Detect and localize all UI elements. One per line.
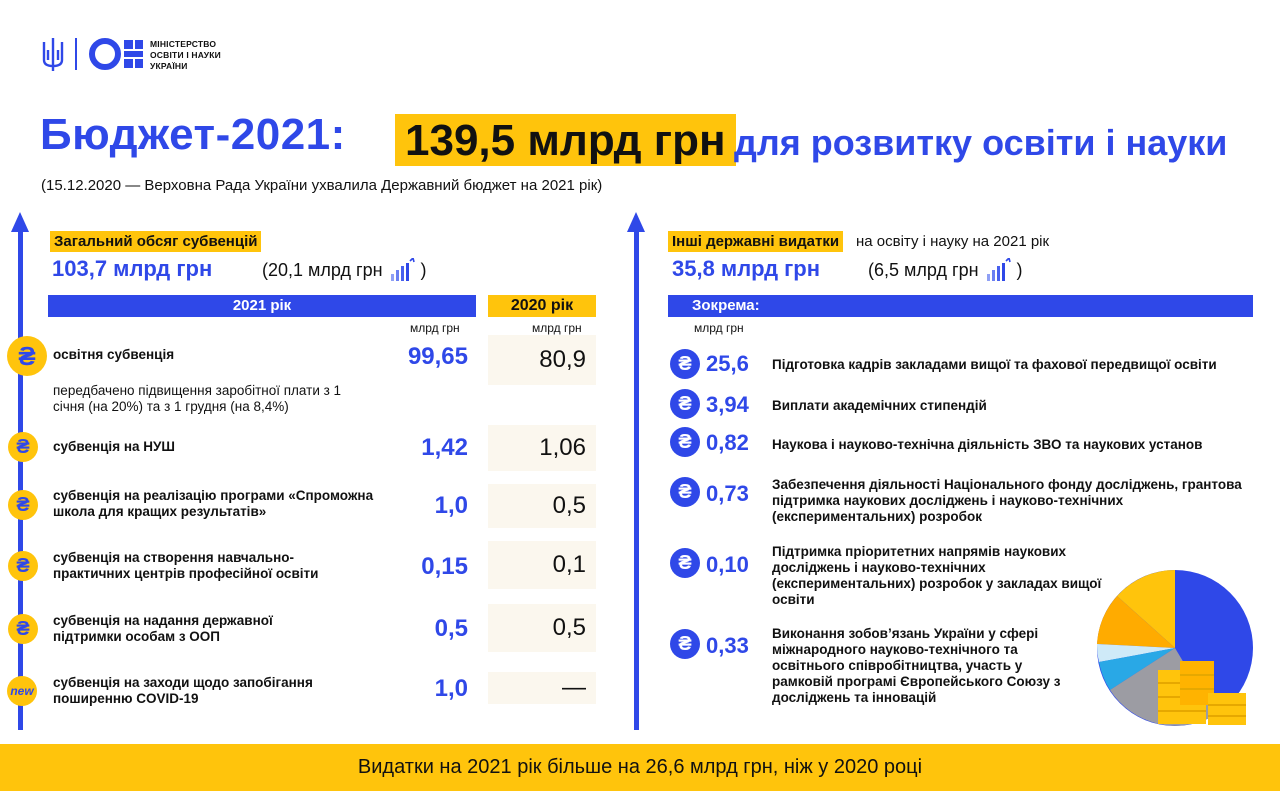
subvention-label: субвенція на заходи щодо запобігання пош… (53, 675, 313, 706)
left-increase-value: (20,1 млрд грн (262, 259, 383, 280)
left-increase-close: ) (420, 259, 427, 280)
value-2020: — (488, 672, 596, 704)
footer-banner: Видатки на 2021 рік більше на 26,6 млрд … (0, 744, 1280, 791)
subvention-label: освітня субвенція (53, 347, 175, 362)
title-rest: для розвитку освіти і науки (734, 122, 1228, 163)
hryvnia-coin-icon: ₴ (7, 336, 47, 376)
page-title: Бюджет-2021: (40, 110, 346, 159)
footer-text: Видатки на 2021 рік більше на 26,6 млрд … (357, 756, 923, 778)
subvention-note: передбачено підвищення заробітної плати … (53, 383, 342, 414)
subvention-label: субвенція на реалізацію програми «Спромо… (53, 488, 374, 519)
hryvnia-coin-icon: ₴ (8, 551, 38, 581)
logo-divider (75, 38, 77, 70)
ministry-name: МІНІСТЕРСТВО ОСВІТИ І НАУКИ УКРАЇНИ (150, 39, 221, 72)
expense-value: 3,94 (706, 392, 749, 417)
right-unit: млрд грн (694, 321, 744, 335)
expense-value: 0,73 (706, 481, 749, 506)
ministry-line-3: УКРАЇНИ (150, 61, 188, 71)
unit-2021: млрд грн (410, 321, 460, 335)
hryvnia-coin-icon: ₴ (670, 389, 700, 419)
growth-bars-icon (390, 258, 415, 281)
unit-2020: млрд грн (532, 321, 582, 335)
left-arrow-icon (11, 212, 29, 232)
expense-label: Наукова і науково-технічна діяльність ЗВ… (772, 437, 1203, 452)
expense-value: 0,33 (706, 633, 749, 658)
subvention-label: субвенція на створення навчально-практич… (53, 550, 319, 581)
expense-label: Підтримка пріоритетних напрямів наукових… (772, 544, 1102, 607)
value-2021: 0,15 (421, 553, 468, 580)
value-2020: 80,9 (488, 335, 596, 385)
right-arrow-icon (627, 212, 645, 232)
hryvnia-coin-icon: ₴ (8, 490, 38, 520)
right-side-bar (634, 230, 639, 730)
left-increase: (20,1 млрд грн ) (262, 258, 427, 282)
right-increase-close: ) (1016, 259, 1023, 280)
right-increase: (6,5 млрд грн ) (868, 258, 1023, 282)
hryvnia-coin-icon: ₴ (670, 477, 700, 507)
right-label-rest: на освіту і науку на 2021 рік (856, 233, 1050, 250)
expense-label: Забезпечення діяльності Національного фо… (772, 477, 1242, 524)
right-label: Інші державні видатки (668, 231, 844, 252)
value-2020: 0,5 (488, 484, 596, 528)
trident-icon (42, 38, 64, 71)
column-header-2020: 2020 рік (488, 295, 596, 317)
new-badge-icon: new (7, 676, 37, 706)
expense-label: Виплати академічних стипендій (772, 398, 987, 413)
expense-label: Виконання зобов’язань України у сфері мі… (772, 626, 1061, 705)
value-2020: 1,06 (488, 425, 596, 471)
right-increase-value: (6,5 млрд грн (868, 259, 979, 280)
title-highlight: 139,5 млрд грн (395, 114, 736, 166)
value-2021: 1,42 (421, 434, 468, 461)
hryvnia-coin-icon: ₴ (670, 629, 700, 659)
subvention-label: субвенція на НУШ (53, 439, 175, 454)
value-2021: 0,5 (434, 615, 468, 642)
growth-bars-icon (986, 258, 1011, 281)
ministry-line-1: МІНІСТЕРСТВО (150, 39, 217, 49)
hryvnia-coin-icon: ₴ (670, 548, 700, 578)
subvention-label: субвенція на надання державної підтримки… (53, 613, 273, 644)
right-band: Зокрема: (668, 295, 1253, 317)
hryvnia-coin-icon: ₴ (8, 432, 38, 462)
page-subtitle: (15.12.2020 — Верховна Рада України ухва… (41, 177, 603, 194)
ministry-line-2: ОСВІТИ І НАУКИ (150, 50, 221, 60)
left-total: 103,7 млрд грн (52, 256, 213, 281)
right-total: 35,8 млрд грн (672, 256, 821, 281)
value-2020: 0,5 (488, 604, 596, 652)
hryvnia-coin-icon: ₴ (8, 614, 38, 644)
left-label: Загальний обсяг субвенцій (50, 231, 262, 252)
expense-value: 25,6 (706, 351, 749, 376)
value-2021: 99,65 (407, 343, 468, 370)
expense-label: Підготовка кадрів закладами вищої та фах… (772, 357, 1217, 372)
hryvnia-coin-icon: ₴ (670, 349, 700, 379)
value-2021: 1,0 (434, 675, 468, 702)
column-header-2021: 2021 рік (48, 295, 476, 317)
expense-value: 0,10 (706, 552, 749, 577)
pie-illustration (1096, 570, 1253, 726)
ministry-logo-icon (89, 38, 143, 70)
value-2021: 1,0 (434, 492, 468, 519)
hryvnia-coin-icon: ₴ (670, 427, 700, 457)
left-side-bar (18, 230, 23, 730)
value-2020: 0,1 (488, 541, 596, 589)
expense-value: 0,82 (706, 430, 749, 455)
